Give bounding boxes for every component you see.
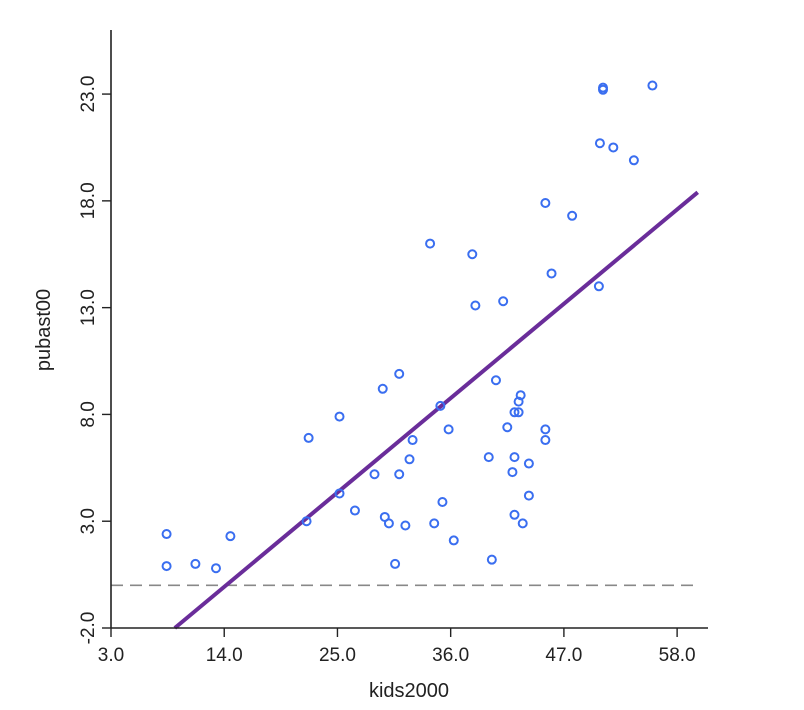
data-point: [509, 509, 520, 520]
data-point: [383, 518, 394, 529]
data-point: [161, 561, 172, 572]
plot-area: [111, 80, 699, 630]
data-point: [369, 469, 380, 480]
data-point: [523, 490, 534, 501]
data-point: [210, 563, 221, 574]
data-point: [593, 281, 604, 292]
data-point: [225, 531, 236, 542]
x-tick-label: 47.0: [545, 645, 582, 666]
x-tick-label: 25.0: [319, 645, 356, 666]
data-point: [443, 424, 454, 435]
y-tick-label: 13.0: [78, 289, 99, 326]
data-point: [425, 238, 436, 249]
data-point: [349, 505, 360, 516]
y-tick-label: 3.0: [78, 508, 99, 534]
y-tick-label: 23.0: [78, 76, 99, 113]
data-point: [540, 435, 551, 446]
data-point: [394, 469, 405, 480]
regression-line: [173, 190, 699, 630]
data-point: [429, 518, 440, 529]
data-point: [448, 535, 459, 546]
data-point: [647, 80, 658, 91]
data-point: [540, 197, 551, 208]
data-point: [400, 520, 411, 531]
x-tick-label: 3.0: [98, 645, 124, 666]
data-point: [390, 558, 401, 569]
data-point: [490, 375, 501, 386]
data-point: [404, 454, 415, 465]
data-point: [540, 424, 551, 435]
y-tick-label: -2.0: [78, 612, 99, 645]
data-point: [190, 558, 201, 569]
data-point: [486, 554, 497, 565]
data-point: [517, 518, 528, 529]
data-point: [507, 467, 518, 478]
data-point: [523, 458, 534, 469]
data-point: [437, 496, 448, 507]
data-point: [334, 411, 345, 422]
y-tick-label: 18.0: [78, 182, 99, 219]
data-point: [628, 155, 639, 166]
data-point: [334, 488, 345, 499]
data-point: [513, 407, 524, 418]
y-axis-ticks: -2.0 3.0 8.0 13.0 18.0 23.0: [78, 76, 111, 645]
data-point: [515, 390, 526, 401]
x-axis-title: kids2000: [369, 680, 449, 702]
data-point: [394, 368, 405, 379]
data-point: [598, 84, 609, 95]
data-point: [303, 432, 314, 443]
data-point: [567, 210, 578, 221]
data-point: [467, 249, 478, 260]
y-axis-title: pubast00: [33, 289, 55, 371]
data-point: [470, 300, 481, 311]
y-tick-label: 8.0: [78, 401, 99, 427]
data-point: [407, 435, 418, 446]
data-point: [502, 422, 513, 433]
data-point: [435, 400, 446, 411]
data-point: [377, 383, 388, 394]
data-point: [161, 529, 172, 540]
data-point: [509, 452, 520, 463]
x-tick-label: 14.0: [206, 645, 243, 666]
data-point: [509, 407, 520, 418]
data-point: [483, 452, 494, 463]
x-axis-ticks: 3.0 14.0 25.0 36.0 47.0 58.0: [98, 628, 696, 666]
data-point: [301, 516, 312, 527]
data-point: [498, 296, 509, 307]
x-tick-label: 36.0: [432, 645, 469, 666]
data-point: [608, 142, 619, 153]
data-point: [546, 268, 557, 279]
x-tick-label: 58.0: [659, 645, 696, 666]
data-point: [513, 396, 524, 407]
data-point: [594, 138, 605, 149]
